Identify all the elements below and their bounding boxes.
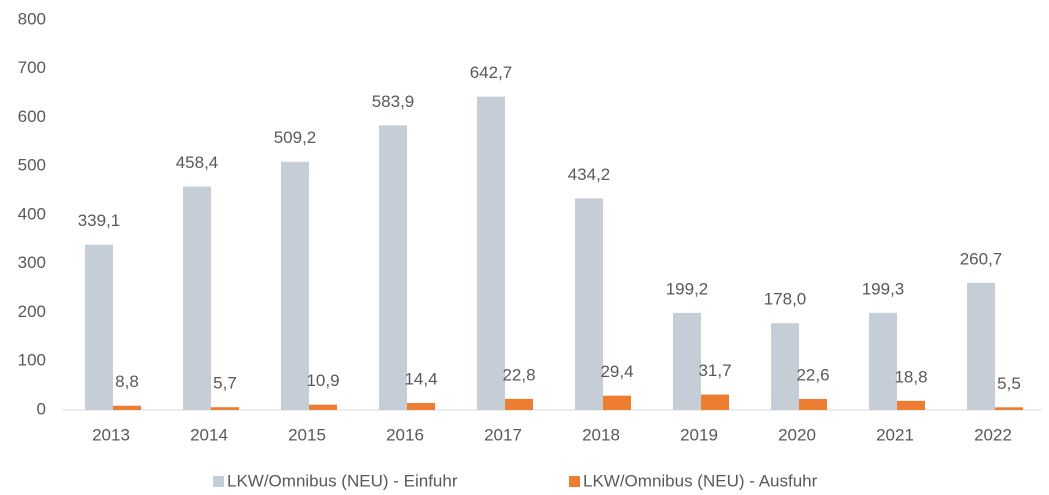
data-label: 5,7 [213,374,237,393]
y-tick-label: 100 [18,351,46,370]
bar [869,312,897,410]
data-label: 642,7 [470,63,513,82]
bar [477,96,505,410]
data-label: 178,0 [764,290,807,309]
bar [113,405,141,410]
data-label: 18,8 [894,367,927,386]
bar [771,323,799,410]
bar [407,402,435,410]
bar [967,282,995,410]
bar [379,125,407,410]
data-label: 29,4 [600,362,633,381]
y-tick-label: 400 [18,204,46,223]
legend-label: LKW/Omnibus (NEU) - Ausfuhr [583,471,818,490]
data-label: 199,2 [666,279,709,298]
legend-swatch [569,476,580,487]
bar [673,312,701,410]
data-label: 339,1 [78,211,121,230]
bar [995,407,1023,410]
data-label: 260,7 [960,249,1003,268]
y-tick-label: 700 [18,58,46,77]
x-tick-label: 2022 [974,425,1012,444]
x-tick-label: 2020 [778,425,816,444]
x-tick-label: 2016 [386,425,424,444]
y-tick-label: 600 [18,107,46,126]
legend-swatch [213,476,224,487]
x-tick-label: 2013 [92,425,130,444]
bar [281,161,309,410]
data-label: 5,5 [997,374,1021,393]
data-label: 22,6 [796,365,829,384]
y-tick-label: 300 [18,253,46,272]
data-label: 31,7 [698,361,731,380]
data-label: 583,9 [372,92,415,111]
data-label: 10,9 [306,371,339,390]
bar [309,404,337,410]
y-tick-label: 200 [18,302,46,321]
x-tick-label: 2021 [876,425,914,444]
bar [183,186,211,410]
x-tick-label: 2019 [680,425,718,444]
data-label: 509,2 [274,128,317,147]
bar [85,244,113,410]
bar [505,398,533,410]
data-label: 14,4 [404,369,437,388]
y-tick-label: 800 [18,9,46,28]
data-label: 458,4 [176,153,219,172]
bar [799,398,827,410]
x-tick-label: 2017 [484,425,522,444]
x-tick-label: 2015 [288,425,326,444]
y-tick-label: 500 [18,156,46,175]
bar [897,400,925,410]
data-label: 22,8 [502,365,535,384]
bar [701,394,729,410]
y-tick-label: 0 [37,399,46,418]
bar [575,198,603,410]
data-label: 199,3 [862,279,905,298]
bar [603,395,631,410]
x-tick-label: 2014 [190,425,228,444]
x-tick-label: 2018 [582,425,620,444]
data-label: 8,8 [115,372,139,391]
legend-label: LKW/Omnibus (NEU) - Einfuhr [227,471,458,490]
bar [211,407,239,410]
data-label: 434,2 [568,165,611,184]
